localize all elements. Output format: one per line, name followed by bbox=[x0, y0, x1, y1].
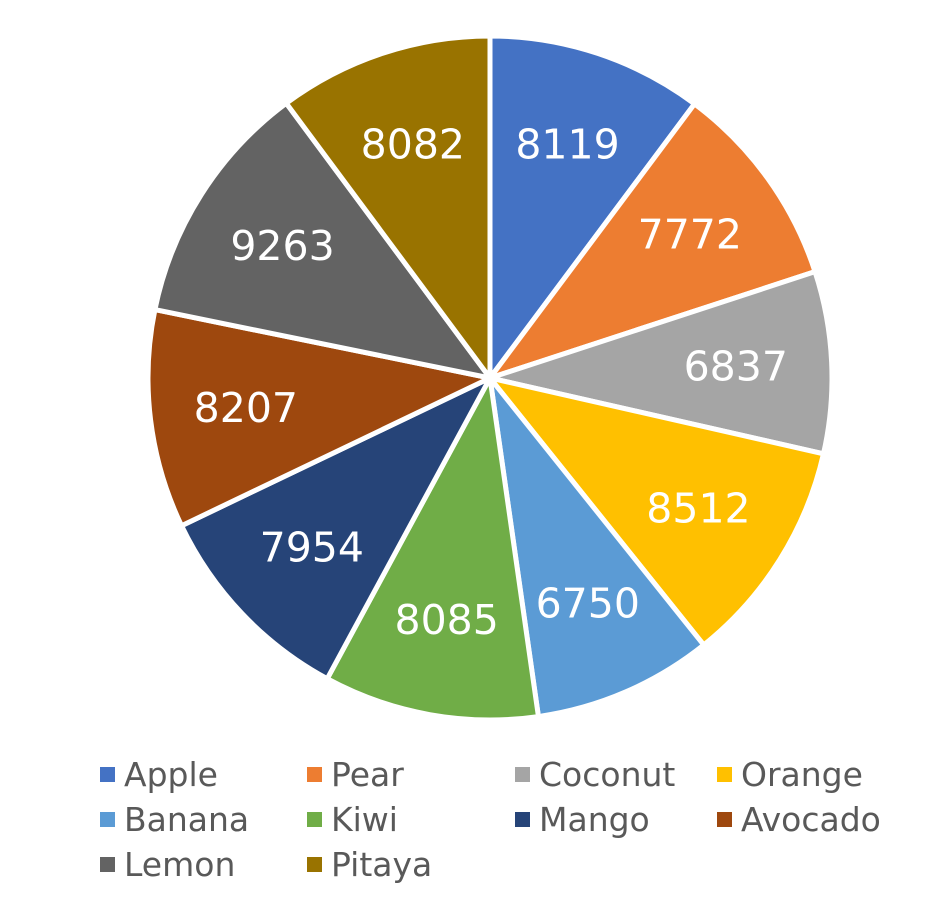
legend-item-apple: Apple bbox=[100, 751, 218, 797]
pie-slice-pitaya bbox=[283, 33, 493, 381]
legend-swatch bbox=[515, 766, 530, 782]
legend-label: Mango bbox=[539, 799, 650, 839]
data-label-banana: 6750 bbox=[536, 580, 640, 628]
legend-label: Pitaya bbox=[331, 844, 433, 884]
pie-slice-kiwi bbox=[324, 375, 541, 723]
legend-swatch bbox=[307, 856, 322, 872]
pie-slice-mango bbox=[179, 375, 493, 682]
legend-item-avocado: Avocado bbox=[717, 796, 881, 842]
data-label-lemon: 9263 bbox=[230, 222, 334, 270]
data-label-orange: 8512 bbox=[646, 485, 750, 533]
legend-label: Orange bbox=[741, 754, 863, 794]
legend-item-lemon: Lemon bbox=[100, 841, 235, 887]
legend-label: Coconut bbox=[539, 754, 676, 794]
pie-slice-banana bbox=[487, 375, 707, 720]
pie-slice-pear bbox=[487, 101, 818, 381]
pie-slice-apple bbox=[487, 33, 698, 381]
legend-label: Kiwi bbox=[331, 799, 398, 839]
data-label-coconut: 6837 bbox=[684, 343, 788, 391]
pie-slice-orange bbox=[487, 375, 826, 648]
pie-slices bbox=[145, 33, 835, 723]
pie-slice-avocado bbox=[145, 307, 493, 529]
data-label-pear: 7772 bbox=[638, 210, 742, 258]
data-label-pitaya: 8082 bbox=[361, 120, 465, 168]
legend-swatch bbox=[100, 856, 115, 872]
data-label-apple: 8119 bbox=[515, 121, 619, 169]
legend-swatch bbox=[100, 766, 115, 782]
legend-swatch bbox=[717, 766, 732, 782]
pie-slice-lemon bbox=[152, 100, 493, 381]
legend-swatch bbox=[515, 811, 530, 827]
legend-swatch bbox=[307, 766, 322, 782]
data-label-kiwi: 8085 bbox=[395, 596, 499, 644]
legend-label: Avocado bbox=[741, 799, 881, 839]
legend-item-mango: Mango bbox=[515, 796, 650, 842]
legend-label: Banana bbox=[124, 799, 250, 839]
legend-item-coconut: Coconut bbox=[515, 751, 675, 797]
data-label-mango: 7954 bbox=[260, 524, 364, 572]
pie-slice-coconut bbox=[487, 269, 835, 457]
legend-item-kiwi: Kiwi bbox=[307, 796, 398, 842]
legend-label: Lemon bbox=[124, 844, 236, 884]
legend-label: Apple bbox=[124, 754, 218, 794]
legend-item-banana: Banana bbox=[100, 796, 249, 842]
legend-swatch bbox=[307, 811, 322, 827]
legend-item-pitaya: Pitaya bbox=[307, 841, 432, 887]
data-label-avocado: 8207 bbox=[194, 384, 298, 432]
legend-swatch bbox=[100, 811, 115, 827]
legend-swatch bbox=[717, 811, 732, 827]
legend-item-pear: Pear bbox=[307, 751, 404, 797]
legend-item-orange: Orange bbox=[717, 751, 863, 797]
legend-label: Pear bbox=[331, 754, 404, 794]
